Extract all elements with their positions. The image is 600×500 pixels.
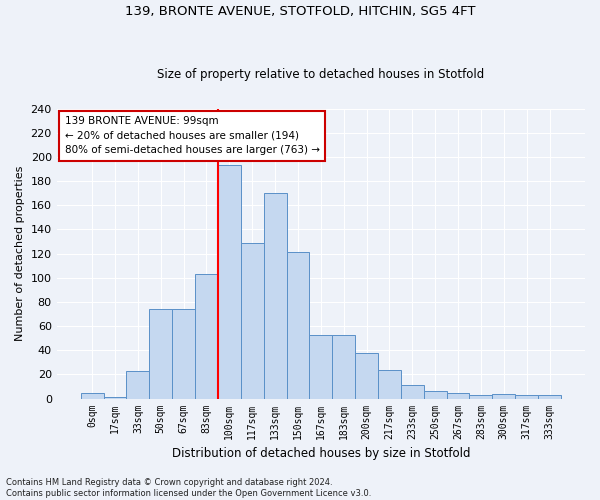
X-axis label: Distribution of detached houses by size in Stotfold: Distribution of detached houses by size … <box>172 447 470 460</box>
Bar <box>241 242 263 398</box>
Bar <box>515 395 538 398</box>
Bar <box>538 395 561 398</box>
Bar <box>310 334 332 398</box>
Bar <box>127 371 149 398</box>
Bar <box>287 252 310 398</box>
Y-axis label: Number of detached properties: Number of detached properties <box>15 166 25 341</box>
Text: 139, BRONTE AVENUE, STOTFOLD, HITCHIN, SG5 4FT: 139, BRONTE AVENUE, STOTFOLD, HITCHIN, S… <box>125 5 475 18</box>
Bar <box>424 392 446 398</box>
Bar <box>332 334 355 398</box>
Bar <box>493 394 515 398</box>
Text: Contains HM Land Registry data © Crown copyright and database right 2024.
Contai: Contains HM Land Registry data © Crown c… <box>6 478 371 498</box>
Bar <box>263 193 287 398</box>
Bar <box>401 386 424 398</box>
Bar <box>446 392 469 398</box>
Bar <box>195 274 218 398</box>
Bar <box>355 352 378 399</box>
Text: 139 BRONTE AVENUE: 99sqm
← 20% of detached houses are smaller (194)
80% of semi-: 139 BRONTE AVENUE: 99sqm ← 20% of detach… <box>65 116 320 156</box>
Bar <box>149 309 172 398</box>
Bar <box>378 370 401 398</box>
Bar <box>172 309 195 398</box>
Title: Size of property relative to detached houses in Stotfold: Size of property relative to detached ho… <box>157 68 484 81</box>
Bar <box>80 392 104 398</box>
Bar <box>469 395 493 398</box>
Bar <box>218 166 241 398</box>
